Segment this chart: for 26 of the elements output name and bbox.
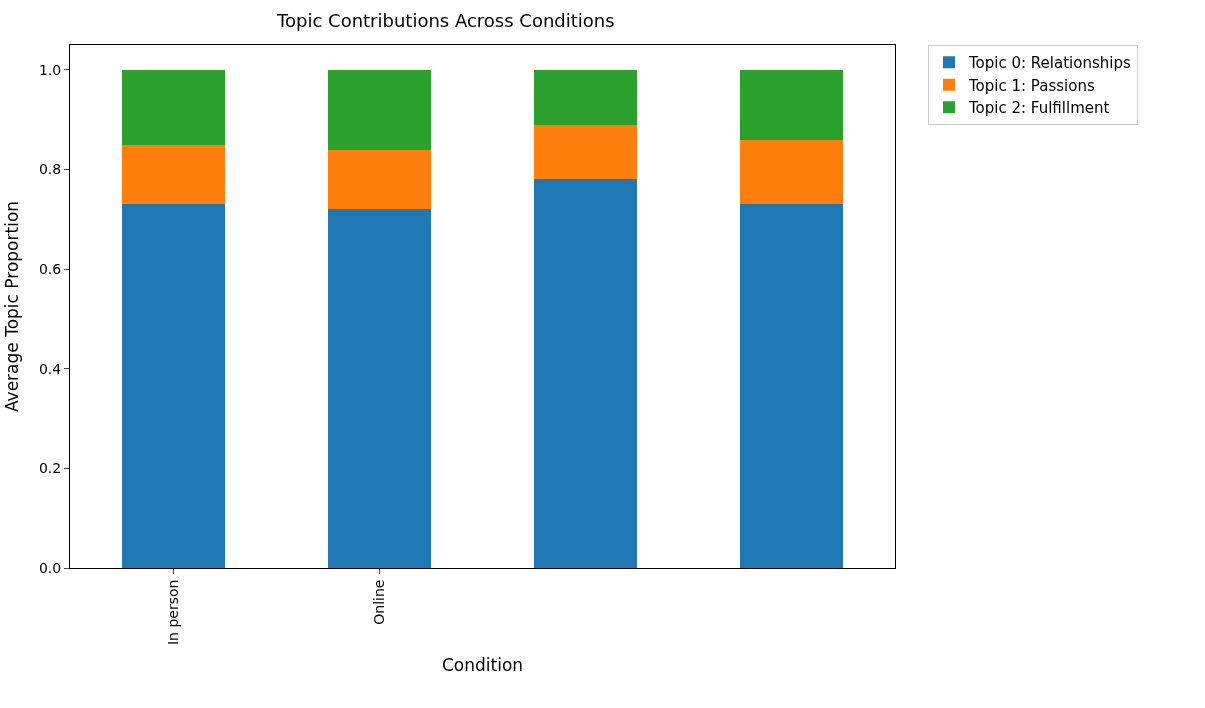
bar [740, 204, 844, 568]
y-tick-label: 0.2 [38, 460, 62, 477]
legend-label: Topic 1: Passions [968, 76, 1095, 95]
bar [121, 69, 225, 145]
chart-title: Topic Contributions Across Conditions [276, 9, 615, 31]
y-tick-label: 1.0 [38, 61, 62, 78]
bar [534, 69, 638, 125]
legend-label: Topic 0: Relationships [968, 54, 1131, 73]
y-axis-title: Average Topic Proportion [2, 200, 23, 413]
bar [534, 124, 638, 180]
bar [534, 179, 638, 568]
bar [121, 204, 225, 568]
y-tick-label: 0.8 [38, 161, 62, 178]
y-tick-label: 0.6 [38, 261, 62, 278]
bar [327, 209, 431, 568]
bar [327, 69, 431, 150]
y-tick-label: 0.0 [38, 559, 62, 576]
legend-label: Topic 2: Fulfillment [968, 99, 1110, 118]
x-tick-label: In person [164, 579, 181, 646]
bar [121, 144, 225, 205]
y-tick-label: 0.4 [38, 360, 62, 377]
bar [327, 149, 431, 210]
bar [740, 69, 844, 140]
x-tick-label: Online [370, 579, 387, 625]
bar [740, 139, 844, 205]
x-axis-title: Condition [441, 655, 524, 676]
